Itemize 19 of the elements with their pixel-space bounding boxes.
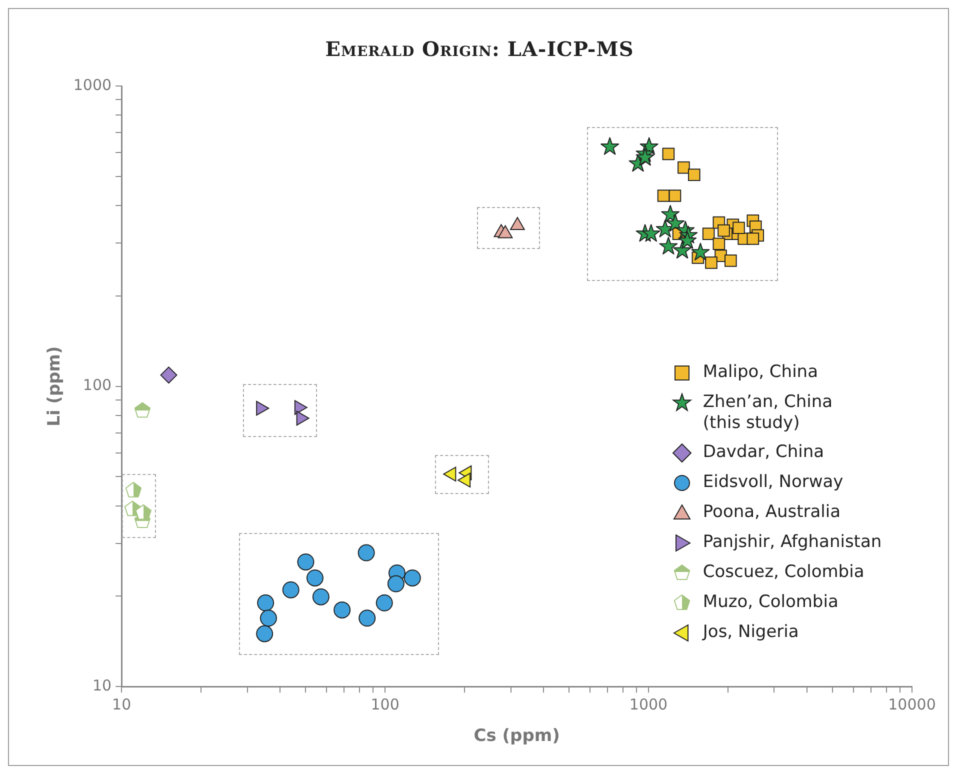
x-tick-label: 10000 <box>888 695 936 714</box>
y-tick-label: 10 <box>92 676 112 694</box>
x-tick-label: 1000 <box>629 695 668 714</box>
legend-label: Davdar, China <box>702 442 826 464</box>
legend-label: Zhen’an, China (this study) <box>702 392 834 434</box>
legend-label: Malipo, China <box>702 362 819 384</box>
legend-label: Muzo, Colombia <box>702 592 840 614</box>
x-tick-label: 10 <box>112 695 132 714</box>
chart-title: Emerald Origin: LA-ICP-MS <box>324 37 635 61</box>
y-axis-title: Li (ppm) <box>44 346 65 426</box>
y-tick-label: 1000 <box>73 76 112 94</box>
x-tick-label: 100 <box>370 695 400 714</box>
legend-label: Jos, Nigeria <box>702 622 800 644</box>
x-axis-title: Cs (ppm) <box>474 726 560 746</box>
legend-label: Eidsvoll, Norway <box>702 472 844 494</box>
y-tick-label: 100 <box>82 376 112 394</box>
legend-label: Panjshir, Afghanistan <box>702 532 883 554</box>
legend-label: Poona, Australia <box>702 502 842 524</box>
legend-label: Coscuez, Colombia <box>702 562 866 584</box>
